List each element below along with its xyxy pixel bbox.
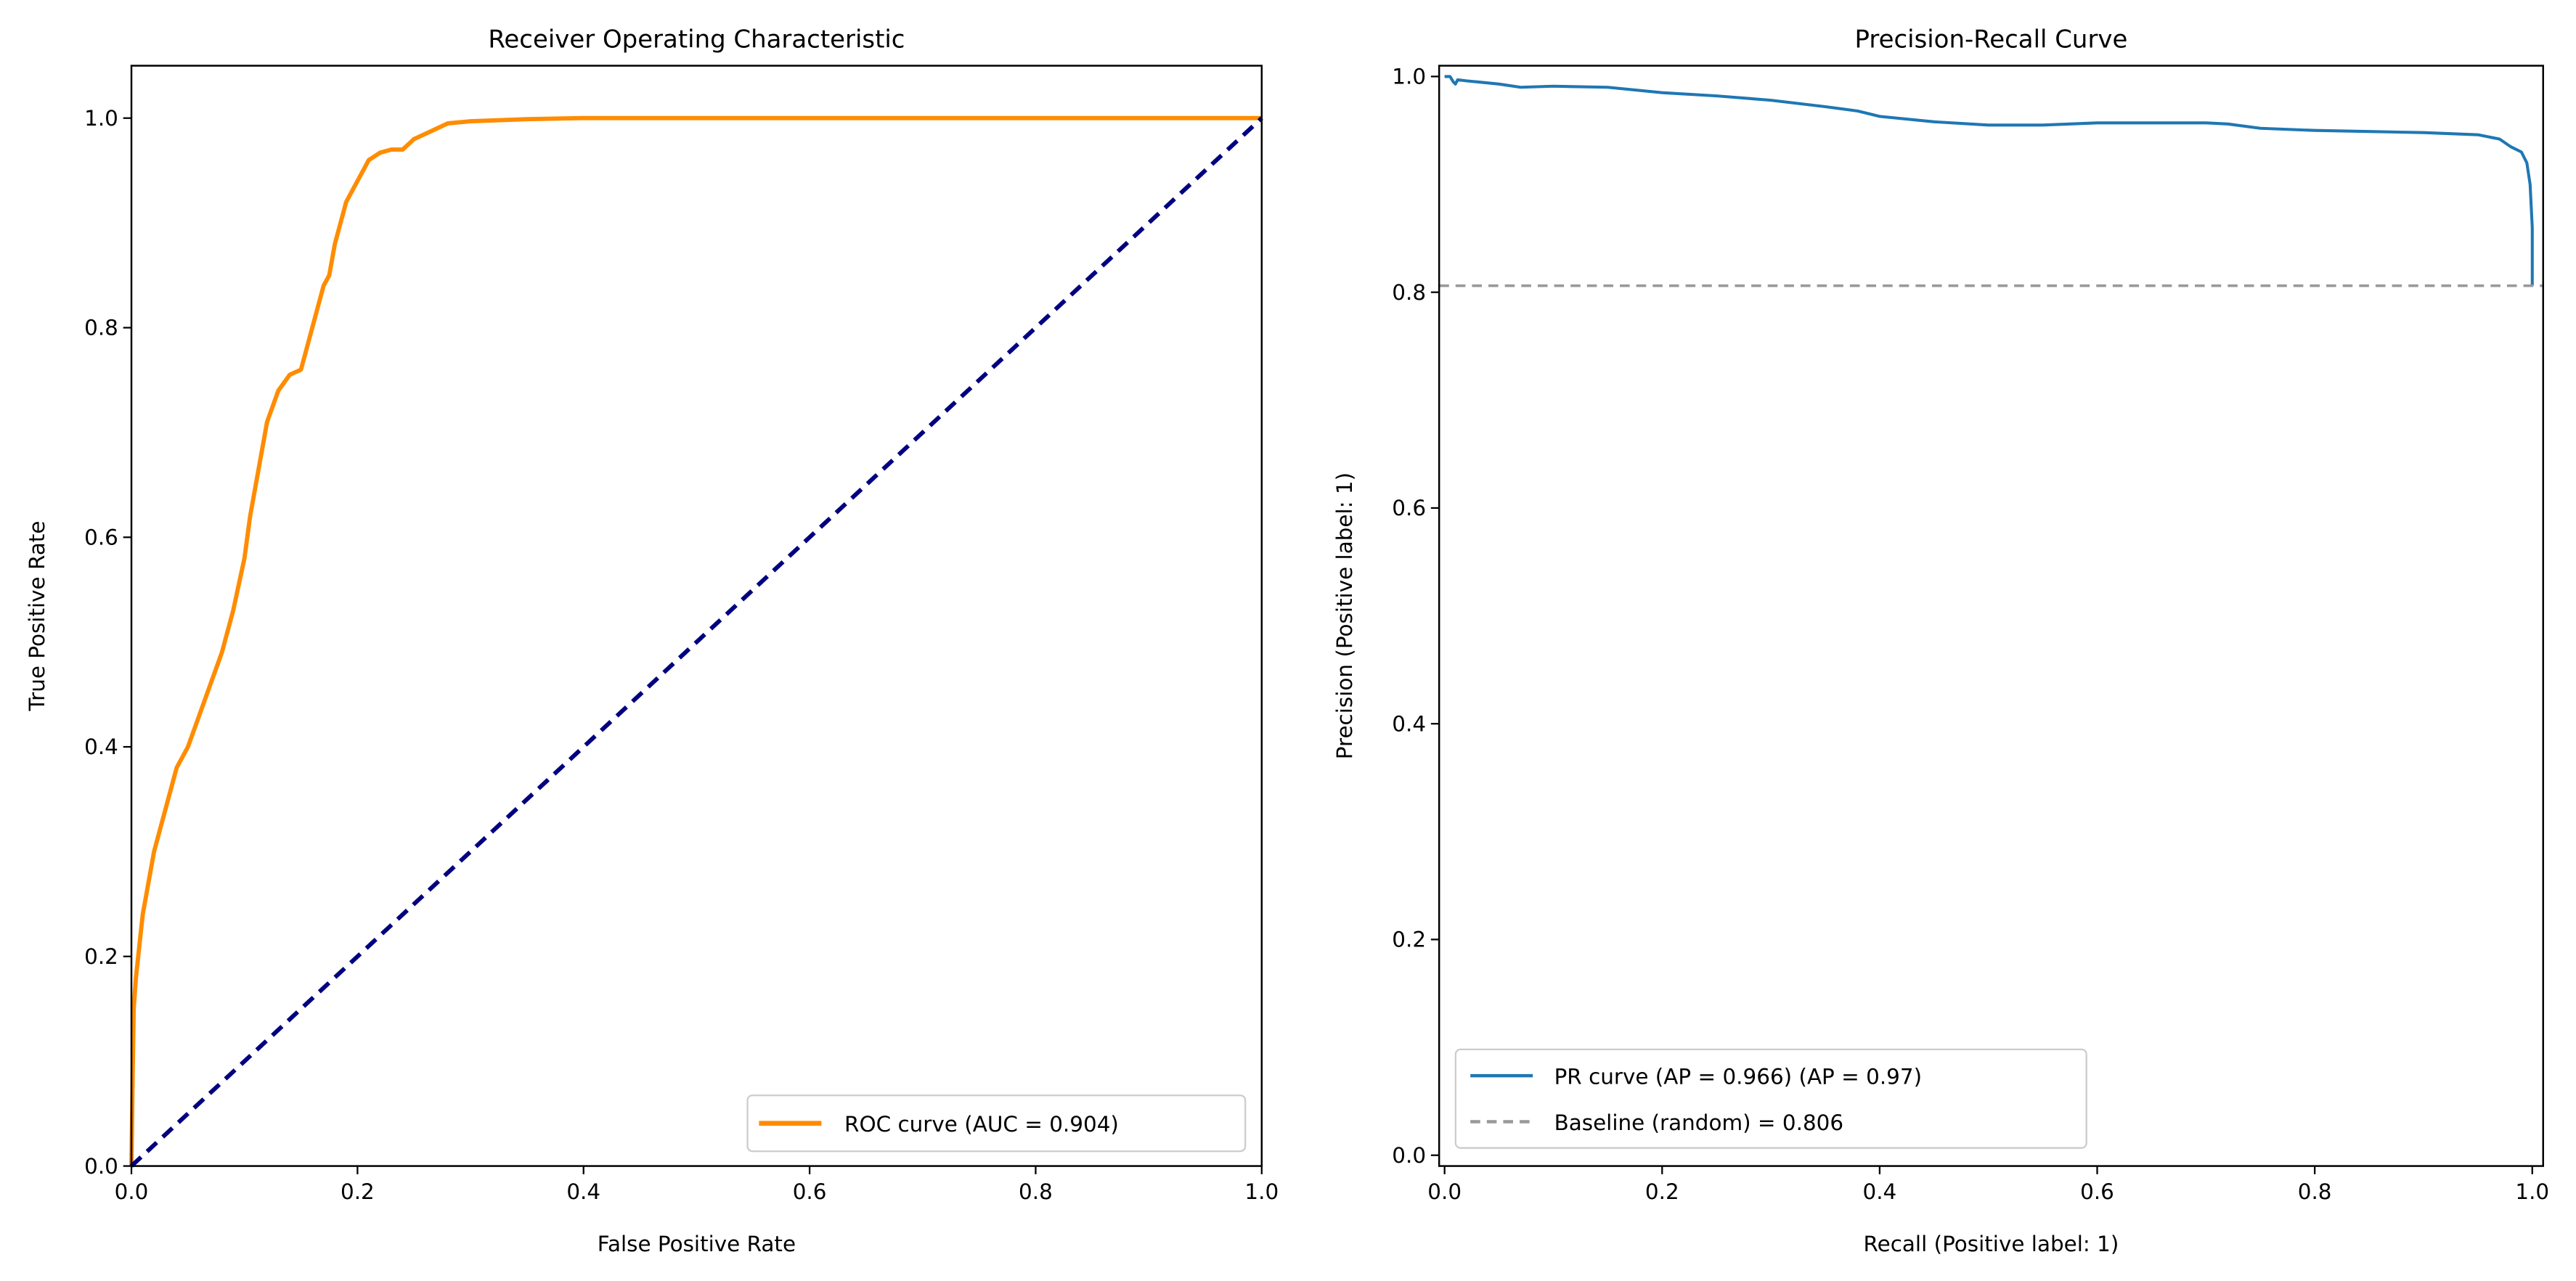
roc-y-tick-label: 0.6 bbox=[84, 525, 118, 549]
roc-y-axis-label: True Positive Rate bbox=[25, 521, 49, 712]
pr-y-axis-label: Precision (Positive label: 1) bbox=[1332, 472, 1357, 759]
pr-y-tick-label: 0.6 bbox=[1392, 496, 1426, 520]
pr-y-tick-label: 0.0 bbox=[1392, 1143, 1426, 1168]
pr-series-pr-line bbox=[1444, 75, 2534, 286]
pr-axes-frame bbox=[1438, 65, 2544, 1167]
pr-x-axis-label: Recall (Positive label: 1) bbox=[1864, 1232, 2119, 1256]
roc-y-tick-label: 1.0 bbox=[84, 106, 118, 131]
roc-x-ticks: 0.0 0.2 0.4 0.6 0.8 1.0 bbox=[115, 1166, 1279, 1204]
roc-series-roc-line bbox=[129, 115, 1262, 1166]
roc-y-tick-label: 0.2 bbox=[84, 944, 118, 969]
roc-plot-area bbox=[129, 115, 1263, 1168]
roc-x-tick-label: 0.0 bbox=[115, 1179, 149, 1204]
roc-x-tick-label: 0.4 bbox=[566, 1179, 600, 1204]
pr-y-ticks: 0.0 0.2 0.4 0.6 0.8 1.0 bbox=[1392, 65, 1440, 1168]
pr-y-tick-label: 0.8 bbox=[1392, 280, 1426, 305]
roc-x-tick-label: 0.6 bbox=[793, 1179, 827, 1204]
pr-y-tick-label: 1.0 bbox=[1392, 65, 1426, 89]
pr-x-ticks: 0.0 0.2 0.4 0.6 0.8 1.0 bbox=[1427, 1166, 2549, 1204]
roc-y-tick-label: 0.8 bbox=[84, 316, 118, 340]
roc-title: Receiver Operating Characteristic bbox=[488, 25, 905, 54]
pr-y-tick-label: 0.4 bbox=[1392, 711, 1426, 736]
pr-plot-area bbox=[1439, 75, 2543, 287]
pr-legend: PR curve (AP = 0.966) (AP = 0.97) Baseli… bbox=[1454, 1048, 2087, 1149]
pr-x-tick-label: 1.0 bbox=[2515, 1179, 2549, 1204]
roc-x-tick-label: 1.0 bbox=[1244, 1179, 1279, 1204]
roc-series-diagonal-line bbox=[130, 116, 1263, 1168]
roc-axes-frame bbox=[130, 65, 1263, 1167]
roc-y-ticks: 0.0 0.2 0.4 0.6 0.8 1.0 bbox=[84, 106, 132, 1179]
roc-x-tick-label: 0.2 bbox=[341, 1179, 375, 1204]
pr-legend-label-baseline: Baseline (random) = 0.806 bbox=[1554, 1110, 1844, 1135]
roc-y-tick-label: 0.0 bbox=[84, 1154, 118, 1179]
roc-x-axis-label: False Positive Rate bbox=[598, 1232, 796, 1256]
pr-x-tick-label: 0.0 bbox=[1427, 1179, 1462, 1204]
roc-x-tick-label: 0.8 bbox=[1019, 1179, 1053, 1204]
pr-x-tick-label: 0.4 bbox=[1863, 1179, 1897, 1204]
pr-title: Precision-Recall Curve bbox=[1855, 25, 2128, 54]
roc-legend: ROC curve (AUC = 0.904) bbox=[746, 1094, 1247, 1153]
roc-y-tick-label: 0.4 bbox=[84, 734, 118, 759]
pr-panel: Precision-Recall Curve 0.0 0.2 0.4 0.6 0.8 1.… bbox=[1332, 25, 2549, 1257]
pr-x-tick-label: 0.6 bbox=[2080, 1179, 2114, 1204]
roc-panel: Receiver Operating Characteristic 0.0 0.2… bbox=[25, 25, 1279, 1257]
pr-legend-label-pr: PR curve (AP = 0.966) (AP = 0.97) bbox=[1554, 1064, 1923, 1089]
roc-legend-label: ROC curve (AUC = 0.904) bbox=[844, 1112, 1119, 1137]
pr-y-tick-label: 0.2 bbox=[1392, 928, 1426, 952]
pr-x-tick-label: 0.8 bbox=[2298, 1179, 2332, 1204]
roc-legend-box bbox=[746, 1094, 1247, 1153]
pr-legend-box bbox=[1454, 1048, 2087, 1149]
pr-x-tick-label: 0.2 bbox=[1645, 1179, 1679, 1204]
